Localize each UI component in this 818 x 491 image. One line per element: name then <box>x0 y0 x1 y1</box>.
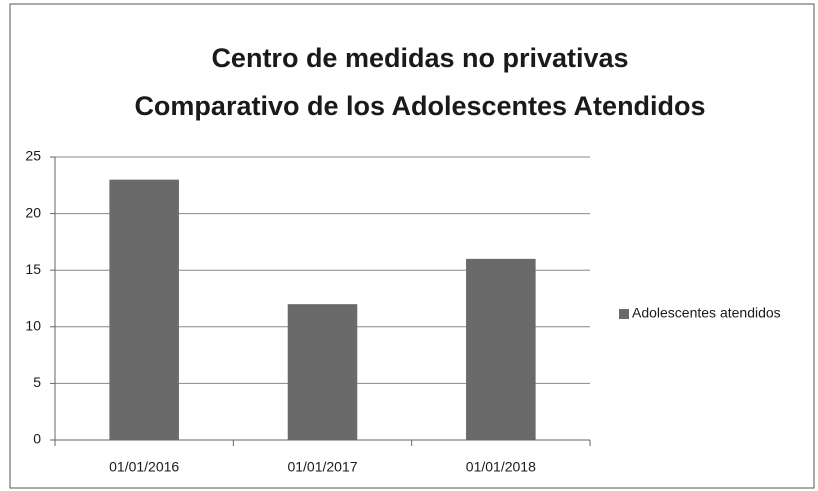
y-tick-label: 25 <box>25 148 41 164</box>
y-tick-label: 15 <box>25 261 41 277</box>
x-tick-label: 01/01/2018 <box>466 459 536 475</box>
chart-title: Centro de medidas no privativas <box>211 43 628 73</box>
chart-border <box>9 3 815 489</box>
y-tick-label: 10 <box>25 318 41 334</box>
legend-label: Adolescentes atendidos <box>632 305 781 321</box>
y-tick-label: 20 <box>25 204 41 220</box>
bar <box>287 304 358 440</box>
y-tick-label: 0 <box>33 431 41 447</box>
chart-title: Comparativo de los Adolescentes Atendido… <box>134 91 705 121</box>
x-tick-label: 01/01/2017 <box>287 459 357 475</box>
y-tick-label: 5 <box>33 374 41 390</box>
bar <box>466 258 536 440</box>
x-tick-label: 01/01/2016 <box>109 459 179 475</box>
bar <box>109 179 179 440</box>
legend-swatch <box>619 309 629 319</box>
